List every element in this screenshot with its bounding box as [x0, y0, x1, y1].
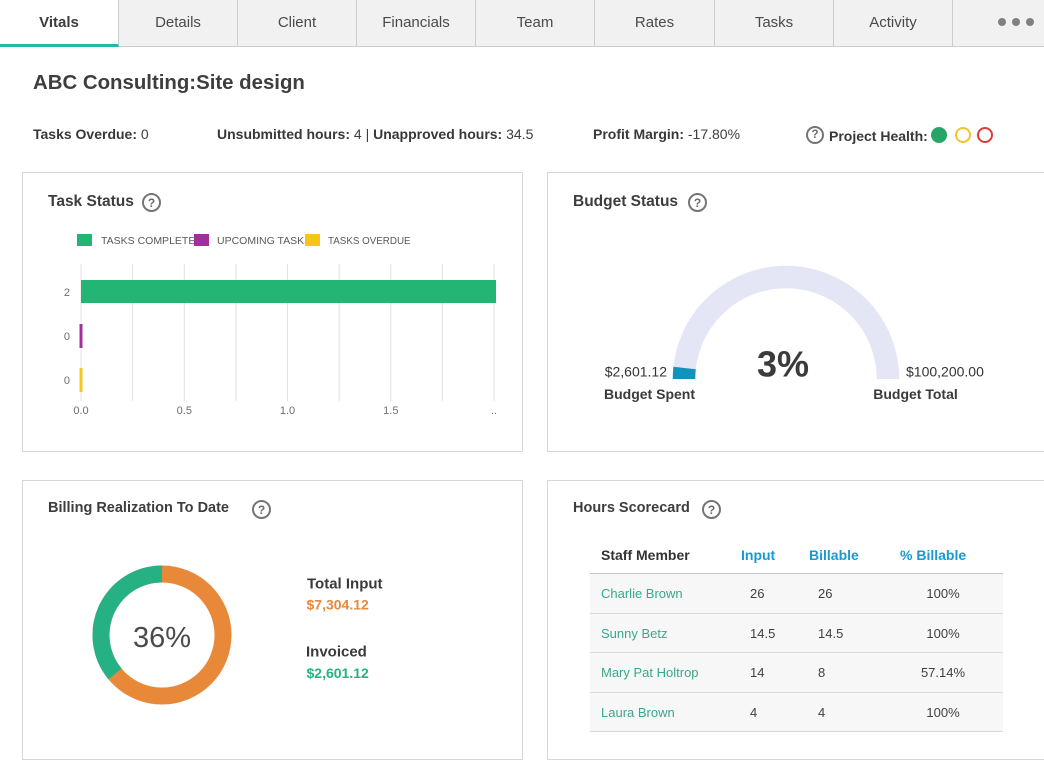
svg-text:0: 0 — [64, 375, 70, 387]
svg-text:$2,601.12: $2,601.12 — [605, 364, 667, 380]
svg-text:0.0: 0.0 — [73, 405, 88, 417]
svg-text:Budget Total: Budget Total — [873, 386, 958, 402]
svg-text:Total Input: Total Input — [307, 576, 383, 593]
svg-text:2: 2 — [64, 287, 70, 299]
svg-text:$7,304.12: $7,304.12 — [307, 596, 369, 612]
svg-text:36%: 36% — [133, 622, 191, 654]
svg-text:3%: 3% — [757, 344, 809, 385]
svg-text:1.0: 1.0 — [280, 405, 295, 417]
svg-text:..: .. — [491, 405, 497, 417]
svg-text:$2,601.12: $2,601.12 — [307, 665, 369, 681]
svg-text:$100,200.00: $100,200.00 — [906, 364, 984, 380]
svg-text:0: 0 — [64, 331, 70, 343]
svg-text:Invoiced: Invoiced — [306, 643, 367, 660]
svg-text:1.5: 1.5 — [383, 405, 398, 417]
svg-text:0.5: 0.5 — [177, 405, 192, 417]
svg-text:Budget Spent: Budget Spent — [604, 386, 695, 402]
